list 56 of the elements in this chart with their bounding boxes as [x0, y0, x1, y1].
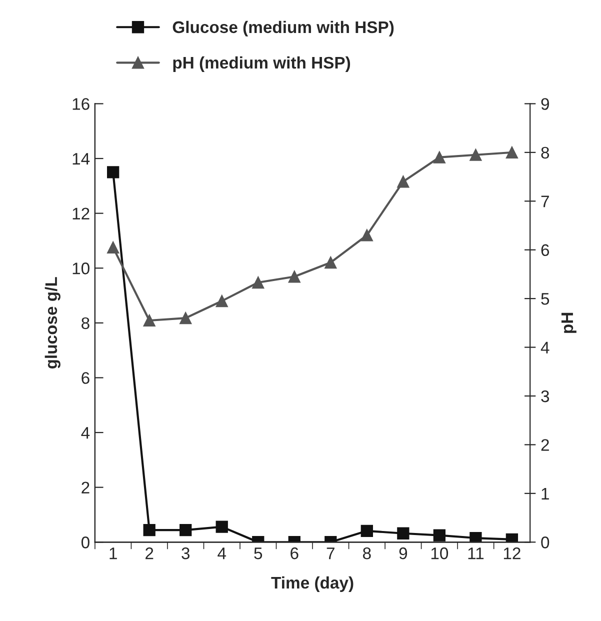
point: [506, 146, 518, 158]
point: [180, 524, 192, 536]
y2-tick-label: 1: [542, 488, 549, 500]
y2-tick-label: 8: [541, 146, 550, 159]
point: [397, 527, 410, 540]
point: [324, 256, 337, 269]
y2-tick-label: 9: [541, 98, 549, 110]
x-tick-label: 4: [218, 548, 226, 560]
x-tick-label: 9: [399, 547, 408, 560]
point: [107, 166, 120, 178]
y2-tick-label: 4: [540, 342, 550, 354]
legend-label: pH (medium with HSP): [173, 56, 350, 72]
y2-tick-label: 3: [541, 390, 550, 402]
point: [397, 176, 410, 188]
y-tick-label: 2: [82, 482, 90, 494]
x-tick-label: 10: [431, 547, 448, 560]
y2-tick-label: 6: [541, 244, 550, 256]
y-tick-label: 4: [81, 427, 90, 439]
x-axis-title: Time (day): [271, 576, 354, 592]
point: [107, 241, 120, 254]
y2-tick-label: 5: [541, 293, 550, 305]
y2-axis-title: pH: [561, 312, 576, 333]
x-tick-label: 5: [254, 548, 262, 560]
x-tick-label: 1: [110, 548, 117, 560]
x-tick-label: 3: [182, 547, 190, 560]
y2-tick-label: 2: [541, 439, 549, 451]
legend-label: Glucose (medium with HSP): [172, 20, 394, 36]
point: [143, 314, 156, 327]
x-tick-label: 7: [326, 548, 334, 560]
point: [216, 294, 228, 308]
y-tick-label: 0: [81, 536, 90, 548]
y-tick-label: 12: [72, 208, 90, 220]
point: [433, 529, 446, 542]
y-axis-title: glucose g/L: [44, 277, 60, 369]
x-tick-label: 12: [504, 547, 520, 560]
point: [288, 270, 300, 283]
y2-tick-label: 0: [541, 536, 550, 548]
y-tick-label: 8: [82, 317, 90, 330]
y2-tick-label: 7: [541, 196, 549, 208]
y-tick-label: 10: [72, 262, 90, 274]
point: [143, 524, 156, 536]
point: [180, 312, 192, 324]
point: [360, 229, 373, 242]
y-tick-label: 6: [82, 372, 90, 384]
x-tick-label: 6: [290, 547, 298, 560]
point: [216, 520, 228, 533]
point: [360, 524, 373, 537]
point: [252, 276, 264, 289]
x-tick-label: 8: [363, 547, 371, 560]
y-tick-label: 14: [72, 153, 90, 165]
x-tick-label: 2: [146, 547, 154, 560]
point: [470, 148, 482, 161]
y-tick-label: 16: [72, 98, 90, 110]
x-tick-label: 11: [468, 548, 484, 560]
point: [470, 532, 482, 542]
point: [433, 151, 446, 164]
